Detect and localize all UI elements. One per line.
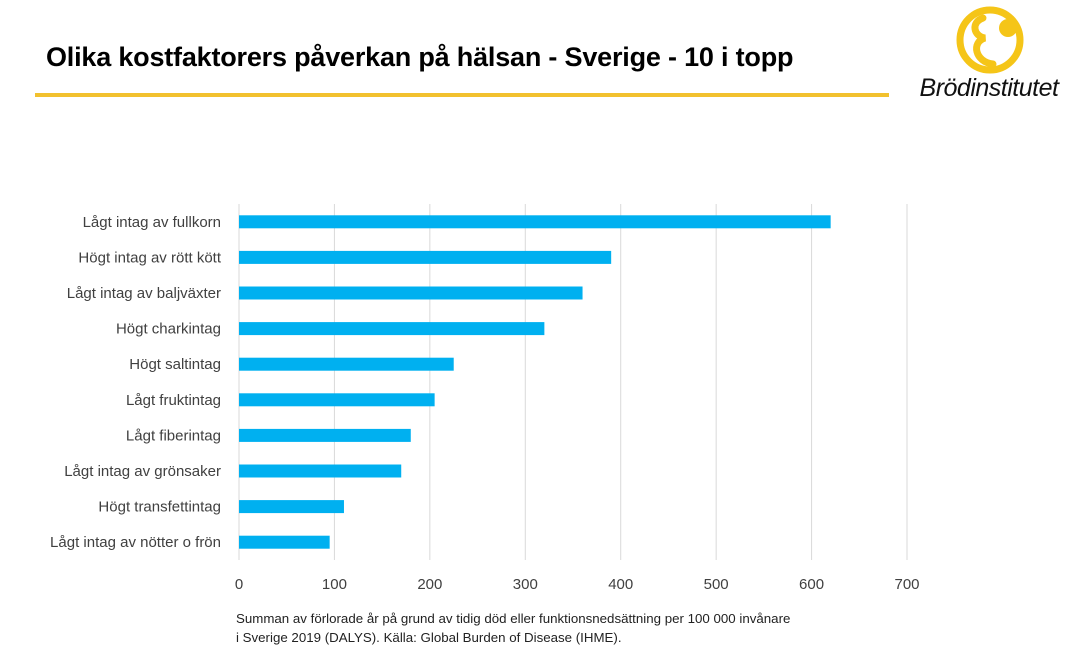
bar — [239, 464, 402, 478]
category-label: Lågt fruktintag — [126, 392, 221, 409]
x-tick-label: 300 — [513, 576, 538, 593]
bar — [239, 393, 435, 407]
bar — [239, 357, 454, 371]
x-tick-label: 100 — [322, 576, 347, 593]
brodinstitutet-logo: Brödinstitutet — [905, 4, 1073, 104]
bar — [239, 250, 612, 264]
x-tick-label: 0 — [235, 576, 243, 593]
category-label: Lågt intag av fullkorn — [83, 214, 221, 231]
x-tick-label: 400 — [608, 576, 633, 593]
bar — [239, 215, 831, 229]
category-label: Högt intag av rött kött — [78, 249, 221, 266]
category-label: Lågt fiberintag — [126, 427, 221, 444]
category-label: Lågt intag av nötter o frön — [50, 534, 221, 551]
category-label: Lågt intag av baljväxter — [67, 285, 221, 302]
category-label: Högt charkintag — [116, 321, 221, 338]
category-label: Högt saltintag — [129, 356, 221, 373]
page-title: Olika kostfaktorers påverkan på hälsan -… — [46, 42, 794, 72]
footnote-line-2: i Sverige 2019 (DALYS). Källa: Global Bu… — [236, 630, 622, 645]
bar — [239, 535, 330, 549]
category-label: Lågt intag av grönsaker — [64, 463, 221, 480]
logo-text: Brödinstitutet — [919, 74, 1059, 102]
x-tick-label: 600 — [799, 576, 824, 593]
x-tick-label: 500 — [704, 576, 729, 593]
x-tick-label: 200 — [417, 576, 442, 593]
bar — [239, 286, 583, 300]
category-label: Högt transfettintag — [98, 499, 221, 516]
x-tick-label: 700 — [894, 576, 919, 593]
footnote-line-1: Summan av förlorade år på grund av tidig… — [236, 611, 791, 626]
bar — [239, 322, 545, 336]
bar — [239, 428, 411, 442]
logo-emblem-icon — [956, 6, 1024, 74]
bar — [239, 500, 344, 514]
footnote: Summan av förlorade år på grund av tidig… — [236, 609, 790, 647]
title-underline — [35, 93, 889, 97]
